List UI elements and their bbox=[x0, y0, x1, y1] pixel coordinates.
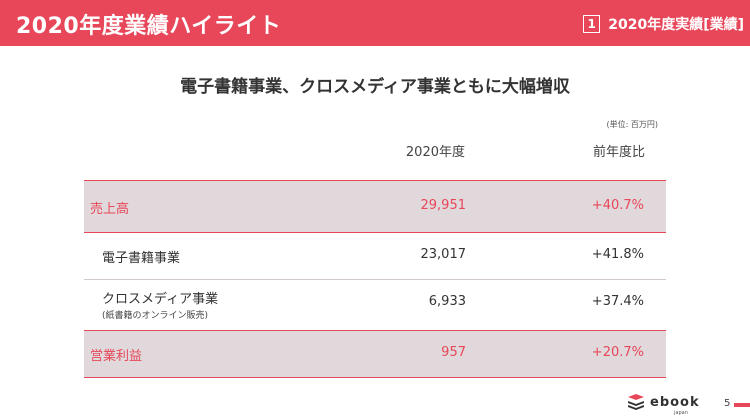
section-number: 1 bbox=[583, 15, 601, 33]
row-value: 6,933 bbox=[428, 294, 466, 309]
section-indicator: 1 2020年度実績[業績] bbox=[583, 14, 744, 34]
row-note: (紙書籍のオンライン販売) bbox=[102, 311, 209, 321]
table-row-sales: 売上高 29,951 +40.7% bbox=[84, 180, 666, 233]
table-row-ebook: 電子書籍事業 23,017 +41.8% bbox=[84, 233, 666, 280]
header-bar: 2020年度業績ハイライト 1 2020年度実績[業績] bbox=[0, 0, 750, 46]
row-value: 29,951 bbox=[420, 198, 467, 213]
row-label: クロスメディア事業 bbox=[102, 292, 219, 307]
page-number: 5 bbox=[724, 398, 731, 409]
column-header-yoy: 前年度比 bbox=[592, 145, 645, 160]
unit-note: (単位: 百万円) bbox=[606, 120, 658, 129]
row-label: 売上高 bbox=[90, 202, 130, 217]
row-value: 957 bbox=[441, 345, 466, 360]
row-yoy: +20.7% bbox=[591, 345, 644, 360]
row-label: 電子書籍事業 bbox=[102, 251, 181, 266]
table-row-operating-profit: 営業利益 957 +20.7% bbox=[84, 330, 666, 378]
ebook-logo: ebook japan bbox=[626, 393, 700, 416]
logo-text: ebook bbox=[650, 394, 700, 410]
page-accent-bar bbox=[734, 403, 750, 407]
page-title: 2020年度業績ハイライト bbox=[16, 14, 282, 39]
slide-subtitle: 電子書籍事業、クロスメディア事業ともに大幅増収 bbox=[180, 77, 570, 97]
table-row-crossmedia: クロスメディア事業 (紙書籍のオンライン販売) 6,933 +37.4% bbox=[84, 280, 666, 328]
section-label: 2020年度実績[業績] bbox=[608, 17, 744, 33]
column-header-fy2020: 2020年度 bbox=[405, 145, 465, 160]
row-label: 営業利益 bbox=[90, 349, 143, 364]
row-yoy: +40.7% bbox=[591, 198, 644, 213]
book-stack-icon bbox=[628, 394, 644, 410]
row-yoy: +41.8% bbox=[591, 247, 644, 262]
row-value: 23,017 bbox=[420, 247, 467, 262]
row-yoy: +37.4% bbox=[591, 294, 644, 309]
logo-subtext: japan bbox=[674, 410, 688, 416]
